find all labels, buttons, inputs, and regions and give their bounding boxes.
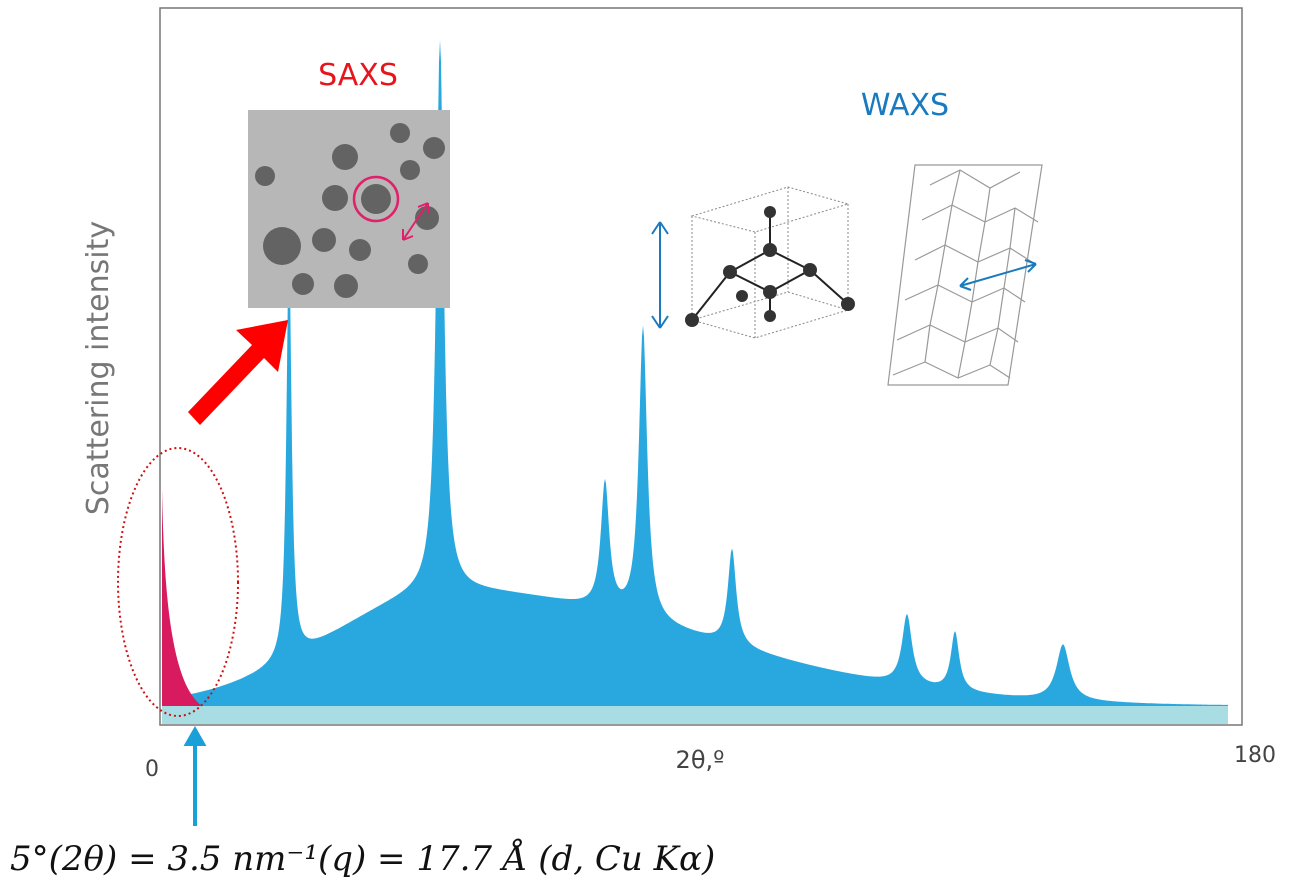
diagram: SAXS WAXS Scattering intensity 2θ,º 0 18…: [0, 0, 1291, 890]
x-tick-label: 180: [1234, 743, 1276, 768]
x-axis-label: 2θ,º: [676, 746, 725, 774]
tem-image: [248, 110, 450, 308]
x-tick-label: 0: [145, 757, 159, 782]
saxs-label: SAXS: [318, 58, 398, 93]
waxs-label: WAXS: [861, 88, 949, 123]
y-axis-label: Scattering intensity: [81, 221, 116, 515]
formula: 5°(2θ) = 3.5 nm⁻¹(q) = 17.7 Å (d, Cu Kα): [10, 838, 715, 879]
baseline-band: [162, 706, 1228, 724]
